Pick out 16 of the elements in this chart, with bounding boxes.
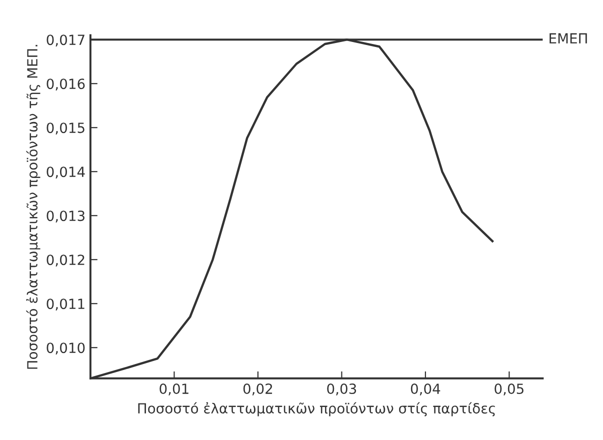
x-tick-label: 0,03: [327, 384, 356, 396]
y-tick-label: 0,012: [46, 254, 84, 266]
y-tick-label: 0,013: [46, 210, 84, 222]
x-tick-label: 0,05: [494, 384, 524, 396]
y-tick-label: 0,017: [46, 34, 84, 46]
y-tick-label: 0,010: [46, 342, 85, 354]
y-axis-title: Ποσοστό ἐλαττωματικῶν προϊόντων τῆς ΜΕΠ.: [26, 44, 40, 369]
ref-line-label: ΕΜΕΠ: [550, 33, 587, 44]
x-axis-title: Ποσοστό ἐλαττωματικῶν προϊόντων στίς παρτίδες: [138, 402, 495, 416]
y-tick-label: 0,016: [46, 78, 85, 90]
x-tick-label: 0,02: [243, 384, 272, 396]
y-tick-label: 0,014: [46, 166, 85, 178]
y-tick-label: 0,015: [46, 122, 84, 134]
x-tick-label: 0,01: [160, 384, 188, 396]
x-tick-label: 0,04: [410, 384, 440, 396]
y-tick-label: 0,011: [46, 298, 84, 310]
